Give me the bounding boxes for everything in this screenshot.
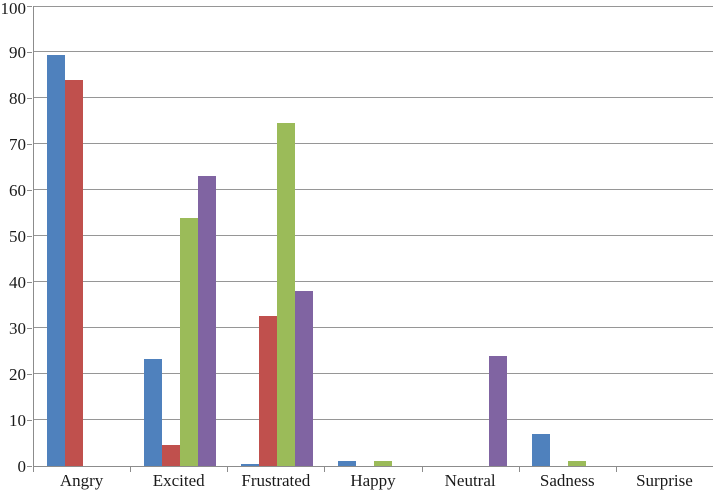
bar-excited-series-green (180, 218, 198, 466)
y-axis-tick-90 (27, 52, 32, 53)
y-tick-label-10: 10 (9, 411, 26, 430)
x-category-label-angry: Angry (59, 471, 104, 490)
bar-angry-series-red (65, 80, 83, 466)
gridline-y-50 (34, 235, 713, 236)
gridline-y-100 (34, 6, 713, 7)
y-axis-tick-80 (27, 98, 32, 99)
y-axis-tick-60 (27, 190, 32, 191)
bar-happy-series-green (374, 461, 392, 466)
y-tick-label-80: 80 (9, 89, 26, 108)
y-axis-tick-0 (27, 466, 32, 467)
bar-frustrated-series-green (277, 123, 295, 466)
x-axis-tick-2 (227, 467, 228, 472)
x-axis-tick-3 (324, 467, 325, 472)
y-tick-label-100: 100 (0, 0, 27, 18)
bar-excited-series-red (162, 445, 180, 466)
plot-area (33, 6, 713, 467)
x-category-label-neutral: Neutral (444, 471, 496, 490)
bar-frustrated-series-purple (295, 291, 313, 466)
bar-sadness-series-green (568, 461, 586, 466)
y-tick-label-30: 30 (9, 319, 26, 338)
y-axis-tick-40 (27, 282, 32, 283)
y-tick-label-90: 90 (9, 43, 26, 62)
y-axis-tick-100 (27, 6, 32, 7)
y-tick-label-70: 70 (9, 135, 26, 154)
y-tick-label-20: 20 (9, 365, 26, 384)
x-axis-tick-1 (130, 467, 131, 472)
gridline-y-80 (34, 97, 713, 98)
x-axis-tick-0 (33, 467, 34, 472)
bar-frustrated-series-blue (241, 464, 259, 466)
y-tick-label-0: 0 (17, 457, 27, 476)
y-axis-tick-30 (27, 328, 32, 329)
x-axis-tick-6 (616, 467, 617, 472)
gridline-y-20 (34, 373, 713, 374)
gridline-y-10 (34, 419, 713, 420)
gridline-y-60 (34, 189, 713, 190)
bar-frustrated-series-red (259, 316, 277, 466)
bar-happy-series-blue (338, 461, 356, 466)
y-tick-label-40: 40 (9, 273, 26, 292)
y-axis-tick-20 (27, 374, 32, 375)
gridline-y-70 (34, 143, 713, 144)
bar-excited-series-purple (198, 176, 216, 466)
x-category-label-sadness: Sadness (539, 471, 595, 490)
gridline-y-90 (34, 51, 713, 52)
x-axis-tick-5 (519, 467, 520, 472)
x-category-label-excited: Excited (152, 471, 205, 490)
bar-angry-series-blue (47, 55, 65, 466)
x-axis-tick-4 (422, 467, 423, 472)
x-category-label-frustrated: Frustrated (241, 471, 311, 490)
bar-excited-series-blue (144, 359, 162, 466)
y-axis-tick-70 (27, 144, 32, 145)
x-category-label-happy: Happy (350, 471, 396, 490)
x-category-label-surprise: Surprise (636, 471, 693, 490)
gridline-y-40 (34, 281, 713, 282)
bar-sadness-series-blue (532, 434, 550, 466)
gridline-y-30 (34, 327, 713, 328)
y-axis-tick-10 (27, 420, 32, 421)
bar-neutral-series-purple (489, 356, 507, 466)
y-tick-label-60: 60 (9, 181, 26, 200)
y-axis-tick-50 (27, 236, 32, 237)
y-tick-label-50: 50 (9, 227, 26, 246)
